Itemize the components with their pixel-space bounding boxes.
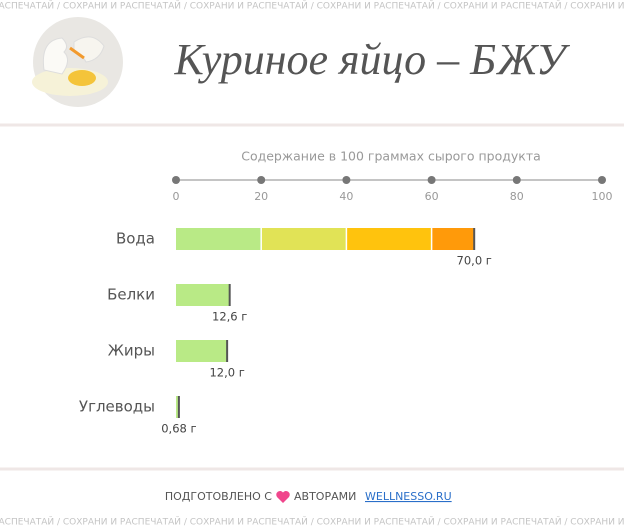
tick-dot [598, 176, 606, 184]
tick-dot [427, 176, 436, 184]
tick-dot [257, 176, 266, 184]
bar [176, 340, 228, 362]
bar [176, 228, 475, 250]
plot: 0 20 40 60 80 100 Вода 70,0 г Белки 12,6 г Жиры 12,… [79, 176, 613, 436]
chart-subtitle: Содержание в 100 граммах сырого продукта [241, 149, 541, 164]
heart-icon [276, 491, 290, 503]
category-label: Жиры [108, 342, 155, 360]
bar [176, 396, 179, 418]
x-tick-label: 0 [173, 190, 180, 203]
category-label: Белки [107, 286, 155, 304]
value-label: 70,0 г [457, 254, 492, 268]
bar [176, 284, 230, 306]
value-label: 0,68 г [161, 422, 196, 436]
footer-prefix: ПОДГОТОВЛЕНО С [165, 490, 272, 503]
value-label: 12,0 г [209, 366, 244, 380]
footer: ПОДГОТОВЛЕНО С АВТОРАМИ WELLNESSO.RU [165, 490, 452, 503]
watermark: СОХРАНИ И РАСПЕЧАТАЙ / СОХРАНИ И РАСПЕЧА… [0, 516, 624, 528]
value-label: 12,6 г [212, 310, 247, 324]
chart-title: Куриное яйцо – БЖУ [173, 35, 570, 84]
x-tick-label: 20 [254, 190, 268, 203]
footer-link[interactable]: WELLNESSO.RU [365, 490, 452, 503]
category-label: Углеводы [79, 398, 155, 416]
watermark: СОХРАНИ И РАСПЕЧАТАЙ / СОХРАНИ И РАСПЕЧА… [0, 0, 624, 12]
footer-suffix: АВТОРАМИ [294, 490, 356, 503]
x-tick-label: 100 [592, 190, 613, 203]
x-tick-label: 60 [425, 190, 439, 203]
category-label: Вода [116, 230, 155, 248]
tick-dot [512, 176, 521, 184]
x-tick-label: 40 [339, 190, 353, 203]
footer-link-text[interactable]: WELLNESSO.RU [365, 490, 452, 503]
tick-dot [172, 176, 180, 184]
tick-dot [342, 176, 351, 184]
x-tick-label: 80 [510, 190, 524, 203]
egg-image [32, 17, 123, 107]
